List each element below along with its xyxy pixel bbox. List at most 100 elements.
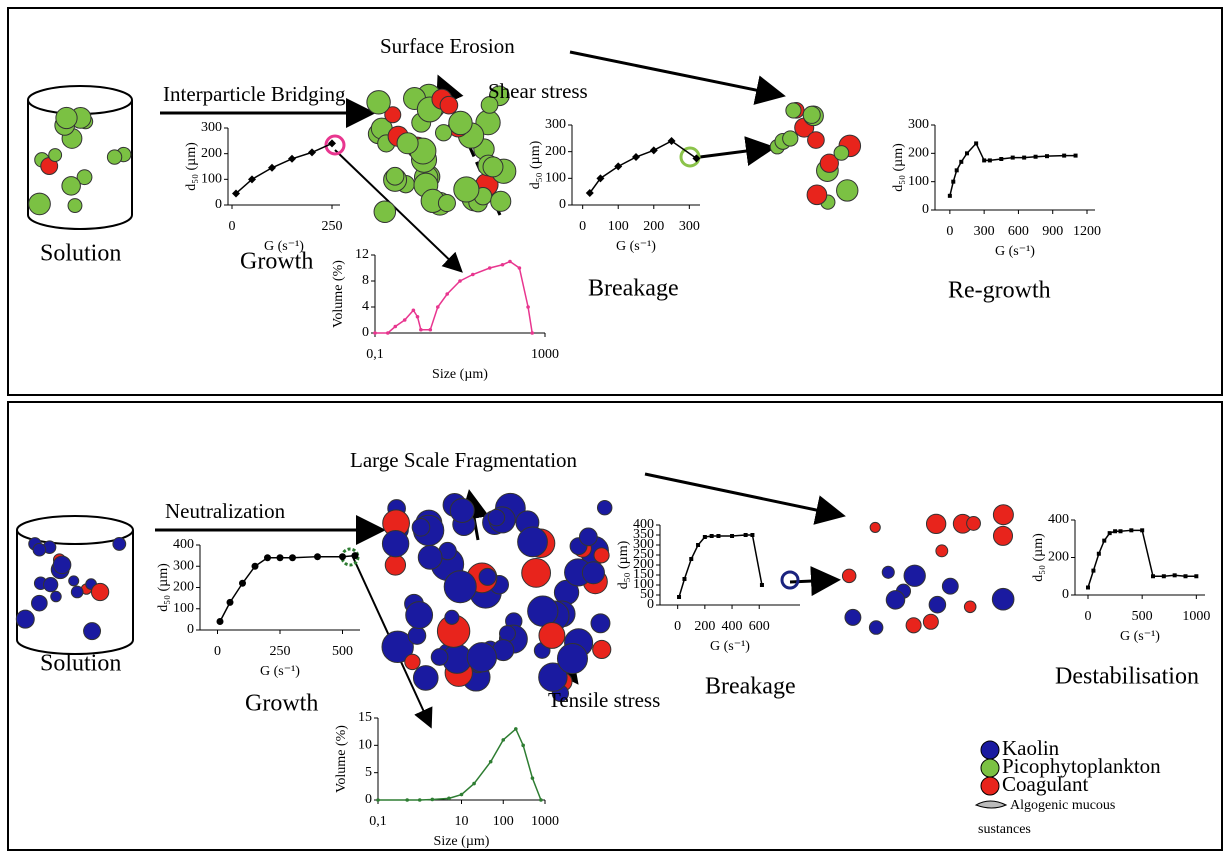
marker [730, 534, 734, 538]
x-tick-label: 200 [694, 619, 715, 634]
label: Shear stress [488, 79, 588, 103]
y-axis-label: Volume (%) [334, 725, 349, 793]
marker [416, 315, 420, 319]
particle [837, 180, 858, 201]
marker [308, 148, 316, 156]
x-tick-label: 1000 [531, 814, 559, 829]
marker [386, 331, 390, 335]
particle [992, 588, 1014, 610]
x-tick-label: 250 [270, 644, 291, 659]
particle [845, 609, 861, 625]
particle [594, 548, 609, 563]
particle [405, 654, 420, 669]
particle [842, 569, 856, 583]
marker [1162, 574, 1166, 578]
particle [929, 596, 946, 613]
y-tick-label: 200 [545, 144, 566, 159]
marker [974, 141, 978, 145]
x-tick-label: 0 [579, 219, 586, 234]
label: Growth [245, 691, 318, 717]
y-tick-label: 0 [215, 197, 222, 212]
marker [1086, 586, 1090, 590]
marker [471, 273, 475, 277]
marker [760, 583, 764, 587]
y-axis-label: Volume (%) [331, 260, 346, 328]
legend-label: Coagulant [1002, 772, 1088, 796]
marker [514, 727, 518, 731]
particle [413, 666, 438, 691]
marker [277, 554, 284, 561]
x-tick-label: 600 [1008, 224, 1029, 239]
x-tick-label: 100 [493, 814, 514, 829]
marker [472, 782, 476, 786]
marker [403, 318, 407, 322]
x-axis-label: G (s⁻¹) [260, 664, 300, 679]
y-axis-label: d₅₀ (µm) [184, 142, 199, 191]
particle [479, 568, 496, 585]
particle [967, 517, 981, 531]
marker [239, 580, 246, 587]
particle [431, 649, 448, 666]
y-tick-label: 200 [908, 146, 929, 161]
marker [460, 793, 464, 797]
y-axis-label: d₅₀ (µm) [1031, 533, 1046, 582]
marker [518, 266, 522, 270]
y-tick-label: 0 [1062, 587, 1069, 602]
marker [217, 618, 224, 625]
axis [228, 128, 340, 205]
particle [374, 201, 396, 223]
particle [834, 146, 849, 161]
marker [1102, 539, 1106, 543]
data-line [950, 143, 1076, 195]
x-tick-label: 0 [214, 644, 221, 659]
y-tick-label: 15 [358, 710, 372, 725]
marker [531, 776, 535, 780]
particle [936, 545, 948, 557]
data-line [236, 143, 332, 193]
y-tick-label: 100 [201, 172, 222, 187]
x-tick-label: 200 [643, 219, 664, 234]
particle [904, 565, 925, 586]
particle [438, 195, 455, 212]
particle [68, 199, 82, 213]
x-tick-label: 600 [749, 619, 770, 634]
particle [783, 131, 798, 146]
y-tick-label: 0 [362, 325, 369, 340]
marker [1045, 154, 1049, 158]
particle [418, 545, 442, 569]
marker [418, 798, 422, 802]
particle [382, 530, 408, 556]
x-axis-label: Size (µm) [432, 367, 488, 382]
particle [906, 618, 921, 633]
data-line [590, 141, 697, 193]
x-tick-label: 0,1 [369, 814, 387, 829]
particle [412, 519, 430, 537]
y-tick-label: 200 [173, 580, 194, 595]
legend: Kaolin Picophytoplankton Coagulant Algog… [976, 736, 1161, 837]
y-axis-label: d₅₀ (µm) [528, 140, 543, 189]
label: Large Scale Fragmentation [350, 448, 578, 472]
marker [948, 194, 952, 198]
x-tick-label: 300 [679, 219, 700, 234]
marker [999, 157, 1003, 161]
y-axis-label: d₅₀ (µm) [156, 563, 171, 612]
marker [1108, 531, 1112, 535]
marker [716, 534, 720, 538]
x-axis-label: Size (µm) [434, 834, 490, 849]
particle [591, 614, 610, 633]
particle [49, 149, 62, 162]
particle [786, 103, 801, 118]
marker [447, 797, 451, 801]
particle [450, 499, 474, 523]
data-line [220, 556, 355, 622]
particle [406, 602, 433, 629]
particle [467, 643, 496, 672]
x-axis-label: G (s⁻¹) [616, 239, 656, 254]
particle [582, 562, 604, 584]
marker [227, 599, 234, 606]
marker [965, 151, 969, 155]
particle [579, 528, 597, 546]
y-tick-label: 8 [362, 273, 369, 288]
marker [501, 263, 505, 267]
marker [696, 543, 700, 547]
